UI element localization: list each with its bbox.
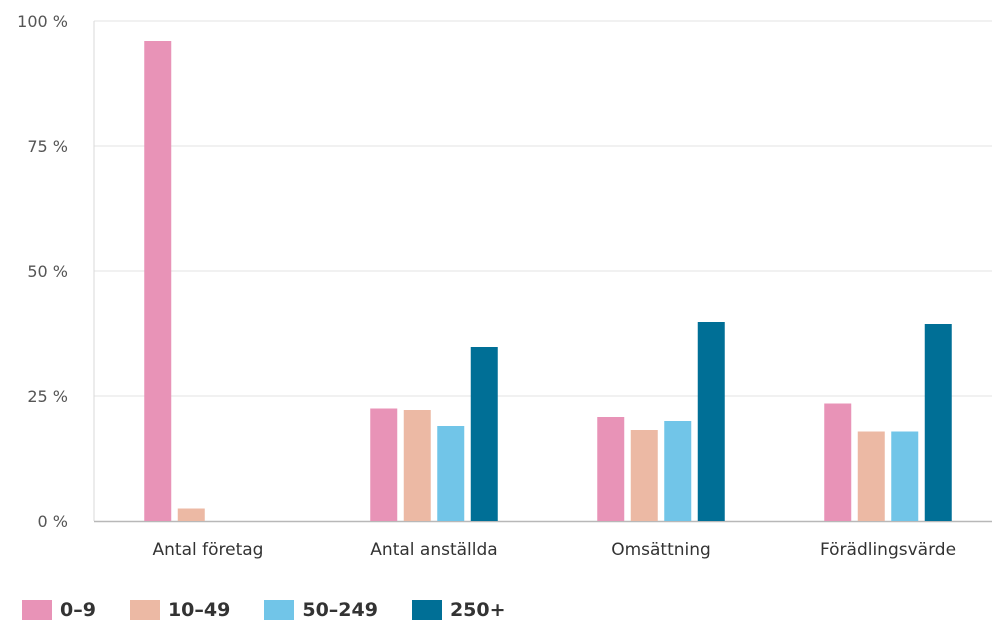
- bar: [470, 347, 498, 521]
- chart-plot: 0 % 25 % 50 % 75 % 100 % Antal företag Antal a…: [17, 12, 992, 560]
- bar: [630, 430, 658, 521]
- bar: [403, 410, 431, 521]
- bar: [437, 426, 465, 521]
- grid-lines: [94, 20, 992, 397]
- y-tick-label: 100 %: [17, 12, 68, 31]
- axes: [93, 21, 992, 523]
- x-category-label: Antal företag: [153, 540, 264, 560]
- bar: [697, 322, 725, 521]
- y-tick-label: 75 %: [27, 137, 68, 156]
- legend-item[interactable]: 10–49: [129, 599, 231, 621]
- legend: 0–9 10–49 50–249 250+: [22, 598, 540, 622]
- legend-swatch: [411, 600, 442, 620]
- legend-item[interactable]: 0–9: [22, 599, 96, 621]
- bar: [664, 421, 692, 521]
- legend-label: 0–9: [60, 599, 96, 621]
- bar: [370, 408, 398, 521]
- x-category-label: Förädlingsvärde: [820, 540, 956, 560]
- legend-swatch: [129, 600, 160, 620]
- x-category-label: Antal anställda: [370, 540, 497, 560]
- bars: [144, 41, 952, 521]
- legend-item[interactable]: 50–249: [264, 599, 378, 621]
- legend-item[interactable]: 250+: [411, 599, 506, 621]
- axis-labels: 0 % 25 % 50 % 75 % 100 % Antal företag Antal a…: [17, 12, 956, 560]
- legend-label: 50–249: [302, 599, 378, 621]
- legend-swatch: [264, 600, 295, 620]
- x-category-label: Omsättning: [611, 540, 711, 560]
- bar: [824, 403, 852, 521]
- y-tick-label: 0 %: [38, 512, 68, 531]
- legend-label: 10–49: [167, 599, 231, 621]
- bar: [144, 41, 172, 521]
- y-tick-label: 50 %: [27, 262, 68, 281]
- bar: [177, 508, 205, 521]
- legend-swatch: [22, 600, 52, 620]
- y-tick-label: 25 %: [27, 387, 68, 406]
- bar: [924, 324, 952, 521]
- bar: [597, 417, 625, 521]
- legend-label: 250+: [449, 599, 506, 621]
- bar: [891, 431, 919, 521]
- bar: [857, 431, 885, 521]
